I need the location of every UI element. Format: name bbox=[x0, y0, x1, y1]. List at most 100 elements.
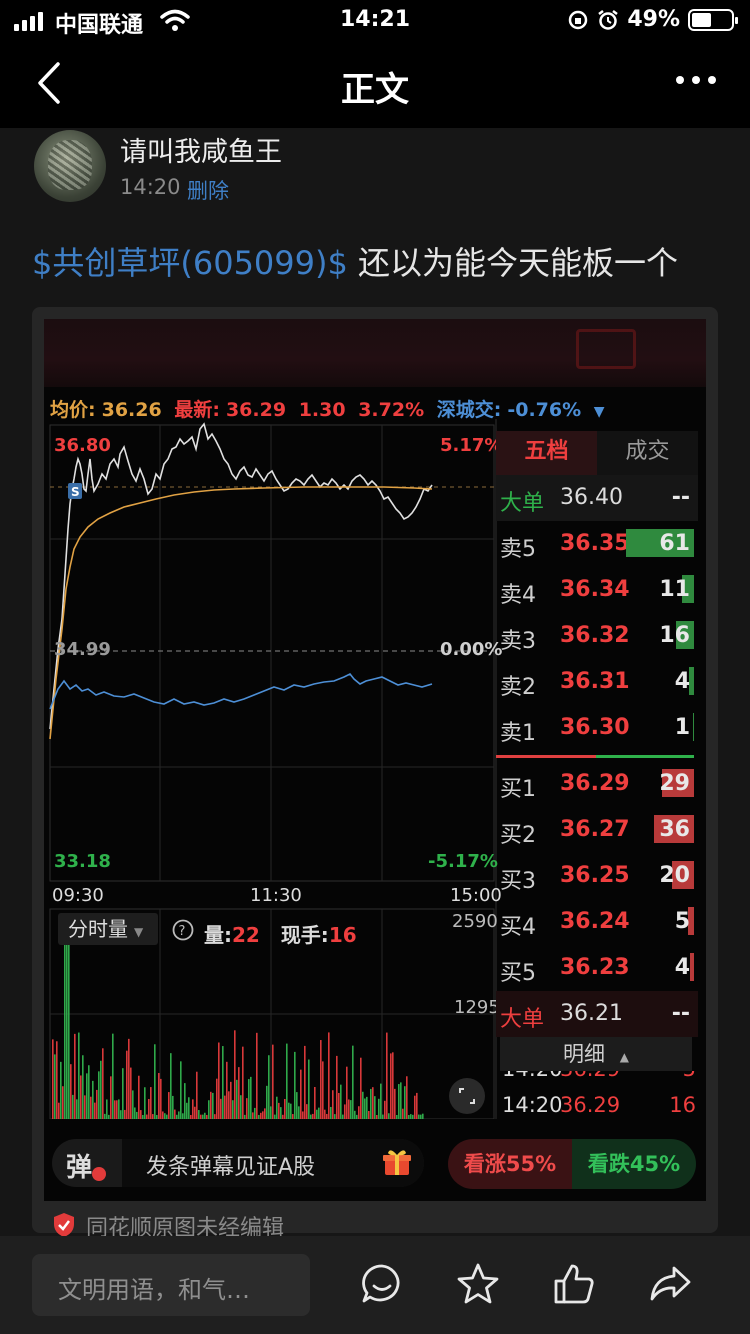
volume-bar bbox=[246, 1098, 248, 1119]
carrier-label: 中国联通 bbox=[55, 13, 144, 38]
pct-high-label: 5.17% bbox=[440, 435, 503, 456]
post-text: 还以为能今天能板一个 bbox=[347, 244, 679, 282]
comment-input[interactable]: 文明用语，和气… bbox=[32, 1254, 310, 1316]
latest-value: 36.29 bbox=[225, 399, 287, 421]
volume-bar bbox=[330, 1106, 332, 1119]
volume-selector[interactable]: 分时量 ▼ bbox=[58, 913, 158, 945]
post-time: 14:20 bbox=[120, 175, 181, 199]
volume-bar bbox=[158, 1073, 160, 1119]
level-volume-bar bbox=[622, 713, 694, 741]
level-key: 卖5 bbox=[500, 537, 536, 562]
volume-bar bbox=[88, 1065, 90, 1119]
level-volume: 29 bbox=[659, 771, 690, 796]
volume-bar bbox=[144, 1087, 146, 1119]
volume-bar bbox=[420, 1114, 422, 1119]
danmu-toggle[interactable]: 弹 bbox=[66, 1153, 93, 1183]
ask-row: 卖3 36.32 16 bbox=[496, 613, 698, 659]
volume-bar bbox=[180, 1061, 182, 1119]
danmu-input[interactable]: 发条弹幕见证A股 bbox=[122, 1139, 424, 1187]
level-key: 卖1 bbox=[500, 721, 536, 746]
volume-bar bbox=[290, 1103, 292, 1119]
chevron-down-icon: ▼ bbox=[134, 925, 144, 939]
tab-trades[interactable]: 成交 bbox=[597, 431, 698, 475]
hand-label: 现手: bbox=[280, 923, 329, 947]
volume-bar bbox=[116, 1100, 118, 1119]
gift-icon[interactable] bbox=[382, 1147, 412, 1177]
volume-bar bbox=[266, 1085, 268, 1119]
big-ask-row: 大单 36.40 -- bbox=[496, 475, 698, 521]
time-mid-label: 11:30 bbox=[250, 885, 302, 906]
vote-down-button[interactable]: 看跌45% bbox=[572, 1139, 696, 1189]
volume-bar bbox=[422, 1113, 424, 1119]
level-price: 36.25 bbox=[560, 863, 630, 888]
danmu-placeholder: 发条弹幕见证A股 bbox=[146, 1155, 316, 1180]
volume-bar bbox=[412, 1114, 414, 1119]
volume-bar bbox=[136, 1111, 138, 1119]
level-volume: 4 bbox=[674, 669, 690, 694]
svg-text:?: ? bbox=[179, 924, 186, 939]
danmu-bar: 弹 发条弹幕见证A股 bbox=[52, 1139, 424, 1187]
volume-bar bbox=[70, 1064, 72, 1119]
volume-bar bbox=[238, 1067, 240, 1119]
delete-link[interactable]: 删除 bbox=[187, 179, 229, 203]
dropdown-caret-icon[interactable]: ▼ bbox=[593, 404, 605, 420]
ask-row: 卖5 36.35 61 bbox=[496, 521, 698, 567]
volume-bar bbox=[128, 1038, 130, 1119]
volume-bar bbox=[202, 1114, 204, 1119]
avatar[interactable] bbox=[34, 130, 106, 202]
order-book: 五档 成交 大单 36.40 -- 卖5 36.35 61 卖4 36.34 11 卖3 36… bbox=[496, 431, 698, 1037]
volume-bar bbox=[292, 1114, 294, 1119]
back-icon[interactable] bbox=[30, 60, 70, 106]
level-key: 买3 bbox=[500, 869, 536, 894]
alarm-icon bbox=[598, 9, 619, 30]
volume-bar bbox=[222, 1046, 224, 1119]
more-icon[interactable] bbox=[676, 76, 716, 84]
volume-bar bbox=[146, 1114, 148, 1119]
volume-bar bbox=[282, 1114, 284, 1119]
post-image-card[interactable]: 均价: 36.26 最新: 36.29 1.30 3.72% 深城交: -0.76% … bbox=[32, 307, 718, 1233]
volume-bar bbox=[298, 1106, 300, 1119]
help-icon[interactable]: ? bbox=[172, 919, 194, 941]
volume-bar bbox=[214, 1114, 216, 1119]
trade-vol: 16 bbox=[669, 1093, 696, 1117]
volume-bar bbox=[312, 1113, 314, 1119]
volume-bar bbox=[384, 1100, 386, 1119]
volume-bar bbox=[72, 1094, 74, 1119]
level-volume-bar bbox=[622, 815, 694, 843]
volume-bar bbox=[242, 1046, 244, 1119]
volume-selector-label: 分时量 bbox=[68, 917, 128, 941]
comment-icon[interactable] bbox=[360, 1262, 404, 1306]
vol-mid-label: 1295 bbox=[454, 997, 500, 1018]
level-volume-bar bbox=[622, 621, 694, 649]
big-ask-key: 大单 bbox=[500, 491, 545, 516]
share-icon[interactable] bbox=[648, 1262, 692, 1306]
stock-tag-link[interactable]: $共创草坪(605099)$ bbox=[32, 244, 348, 282]
volume-bar bbox=[262, 1111, 264, 1119]
volume-bar bbox=[84, 1095, 86, 1119]
pct-low-label: -5.17% bbox=[428, 851, 498, 872]
level-price: 36.35 bbox=[560, 531, 630, 556]
detail-button[interactable]: 明细 ▲ bbox=[500, 1037, 692, 1071]
nav-bar: 正文 bbox=[0, 42, 750, 128]
like-icon[interactable] bbox=[552, 1262, 596, 1306]
trade-price: 36.29 bbox=[560, 1071, 620, 1081]
volume-bar bbox=[54, 1054, 56, 1119]
volume-bar bbox=[414, 1095, 416, 1119]
volume-bar bbox=[216, 1078, 218, 1119]
star-icon[interactable] bbox=[456, 1262, 500, 1306]
volume-bar bbox=[178, 1111, 180, 1119]
big-ask-vol: -- bbox=[671, 485, 690, 510]
vote-up-button[interactable]: 看涨55% bbox=[448, 1139, 572, 1189]
level-volume-bar bbox=[622, 953, 694, 981]
ask-row: 卖2 36.31 4 bbox=[496, 659, 698, 705]
expand-icon[interactable] bbox=[448, 1077, 486, 1115]
volume-bar bbox=[120, 1110, 122, 1119]
big-bid-price: 36.21 bbox=[560, 1001, 623, 1026]
author-name[interactable]: 请叫我咸鱼王 bbox=[120, 137, 282, 168]
level-price: 36.29 bbox=[560, 771, 630, 796]
volume-bar bbox=[152, 1114, 154, 1119]
volume-bar bbox=[308, 1059, 310, 1119]
index-label: 深城交: bbox=[436, 399, 502, 421]
tab-five-levels[interactable]: 五档 bbox=[496, 431, 597, 475]
volume-bar bbox=[166, 1114, 168, 1119]
